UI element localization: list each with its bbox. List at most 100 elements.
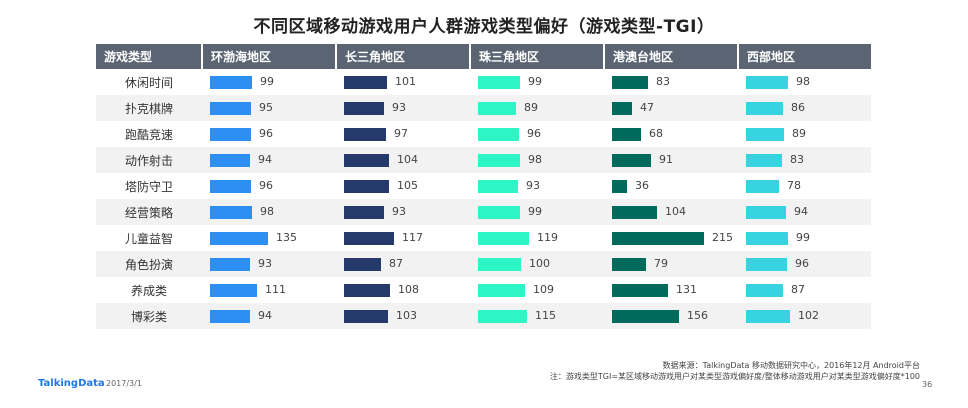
bar: [478, 102, 516, 115]
value-cell: 99: [202, 69, 336, 95]
value-cell: 36: [604, 173, 738, 199]
data-label: 89: [792, 127, 806, 140]
data-label: 93: [392, 101, 406, 114]
data-label: 117: [402, 231, 423, 244]
bar: [612, 154, 651, 167]
value-cell: 87: [738, 277, 871, 303]
data-label: 156: [687, 309, 708, 322]
report-date: 2017/3/1: [106, 379, 142, 388]
value-cell: 156: [604, 303, 738, 329]
data-label: 105: [397, 179, 418, 192]
data-label: 87: [791, 283, 805, 296]
header-series: 珠三角地区: [470, 44, 605, 69]
data-label: 83: [656, 75, 670, 88]
data-label: 78: [787, 179, 801, 192]
header-row: 游戏类型 环渤海地区 长三角地区 珠三角地区 港澳台地区 西部地区: [96, 44, 871, 69]
bar: [746, 310, 790, 323]
category-label: 儿童益智: [124, 231, 173, 246]
header-series: 港澳台地区: [604, 44, 739, 69]
value-cell: 93: [336, 95, 470, 121]
value-cell: 96: [470, 121, 604, 147]
value-cell: 104: [336, 147, 470, 173]
value-cell: 104: [604, 199, 738, 225]
data-label: 99: [528, 75, 542, 88]
value-cell: 94: [738, 199, 871, 225]
value-cell: 68: [604, 121, 738, 147]
tgi-definition: 注：游戏类型TGI=某区域移动游戏用户对某类型游戏偏好度/整体移动游戏用户对某类…: [549, 372, 920, 381]
bar: [344, 102, 384, 115]
data-label: 119: [537, 231, 558, 244]
value-cell: 117: [336, 225, 470, 251]
bar: [344, 128, 386, 141]
data-label: 79: [654, 257, 668, 270]
value-cell: 95: [202, 95, 336, 121]
brand-logo: TalkingData: [38, 378, 105, 389]
table-row: 塔防守卫 96 105 93 36 78: [96, 173, 871, 199]
value-cell: 79: [604, 251, 738, 277]
value-cell: 105: [336, 173, 470, 199]
data-label: 47: [640, 101, 654, 114]
bar: [344, 206, 384, 219]
bar: [746, 284, 783, 297]
header-series: 长三角地区: [336, 44, 471, 69]
data-label: 96: [259, 127, 273, 140]
bar: [210, 154, 250, 167]
data-label: 97: [394, 127, 408, 140]
category-label: 动作射击: [96, 147, 202, 173]
data-label: 87: [389, 257, 403, 270]
bar: [478, 206, 520, 219]
category-label: 跑酷竞速: [124, 127, 173, 142]
value-cell: 93: [202, 251, 336, 277]
table-row: 扑克棋牌 95 93 89 47 86: [96, 95, 871, 121]
bar: [478, 128, 519, 141]
data-label: 94: [258, 153, 272, 166]
source-text: 数据来源：TalkingData 移动数据研究中心，2016年12月 Andro…: [662, 361, 920, 370]
value-cell: 93: [336, 199, 470, 225]
bar: [210, 310, 250, 323]
value-cell: 98: [202, 199, 336, 225]
bar: [210, 102, 251, 115]
bar: [478, 310, 527, 323]
data-label: 99: [528, 205, 542, 218]
table-row: 动作射击 94 104 98 91 83: [96, 147, 871, 173]
data-label: 94: [794, 205, 808, 218]
bar: [478, 180, 518, 193]
bar: [612, 128, 641, 141]
value-cell: 93: [470, 173, 604, 199]
data-label: 99: [260, 75, 274, 88]
data-label: 101: [395, 75, 416, 88]
value-cell: 135: [202, 225, 336, 251]
bar: [746, 154, 782, 167]
value-cell: 91: [604, 147, 738, 173]
data-label: 98: [528, 153, 542, 166]
data-label: 104: [665, 205, 686, 218]
category-label: 养成类: [130, 283, 167, 298]
bar: [344, 180, 389, 193]
bar: [478, 232, 529, 245]
value-cell: 89: [738, 121, 871, 147]
bar: [210, 180, 251, 193]
data-label: 215: [712, 231, 733, 244]
value-cell: 100: [470, 251, 604, 277]
value-cell: 99: [470, 69, 604, 95]
table-row: 儿童益智 135 117 119 215 99: [96, 225, 871, 251]
bar: [746, 232, 788, 245]
bar: [746, 258, 787, 271]
category-label: 扑克棋牌: [96, 95, 202, 121]
bar: [746, 76, 788, 89]
value-cell: 96: [738, 251, 871, 277]
value-cell: 215: [604, 225, 738, 251]
bar: [344, 154, 389, 167]
bar: [746, 206, 786, 219]
data-label: 135: [276, 231, 297, 244]
bar: [746, 128, 784, 141]
table-row: 经营策略 98 93 99 104 94: [96, 199, 871, 225]
bar: [478, 154, 520, 167]
data-label: 86: [791, 101, 805, 114]
bar: [612, 76, 648, 89]
value-cell: 96: [202, 173, 336, 199]
value-cell: 101: [336, 69, 470, 95]
value-cell: 78: [738, 173, 871, 199]
value-cell: 103: [336, 303, 470, 329]
value-cell: 98: [738, 69, 871, 95]
